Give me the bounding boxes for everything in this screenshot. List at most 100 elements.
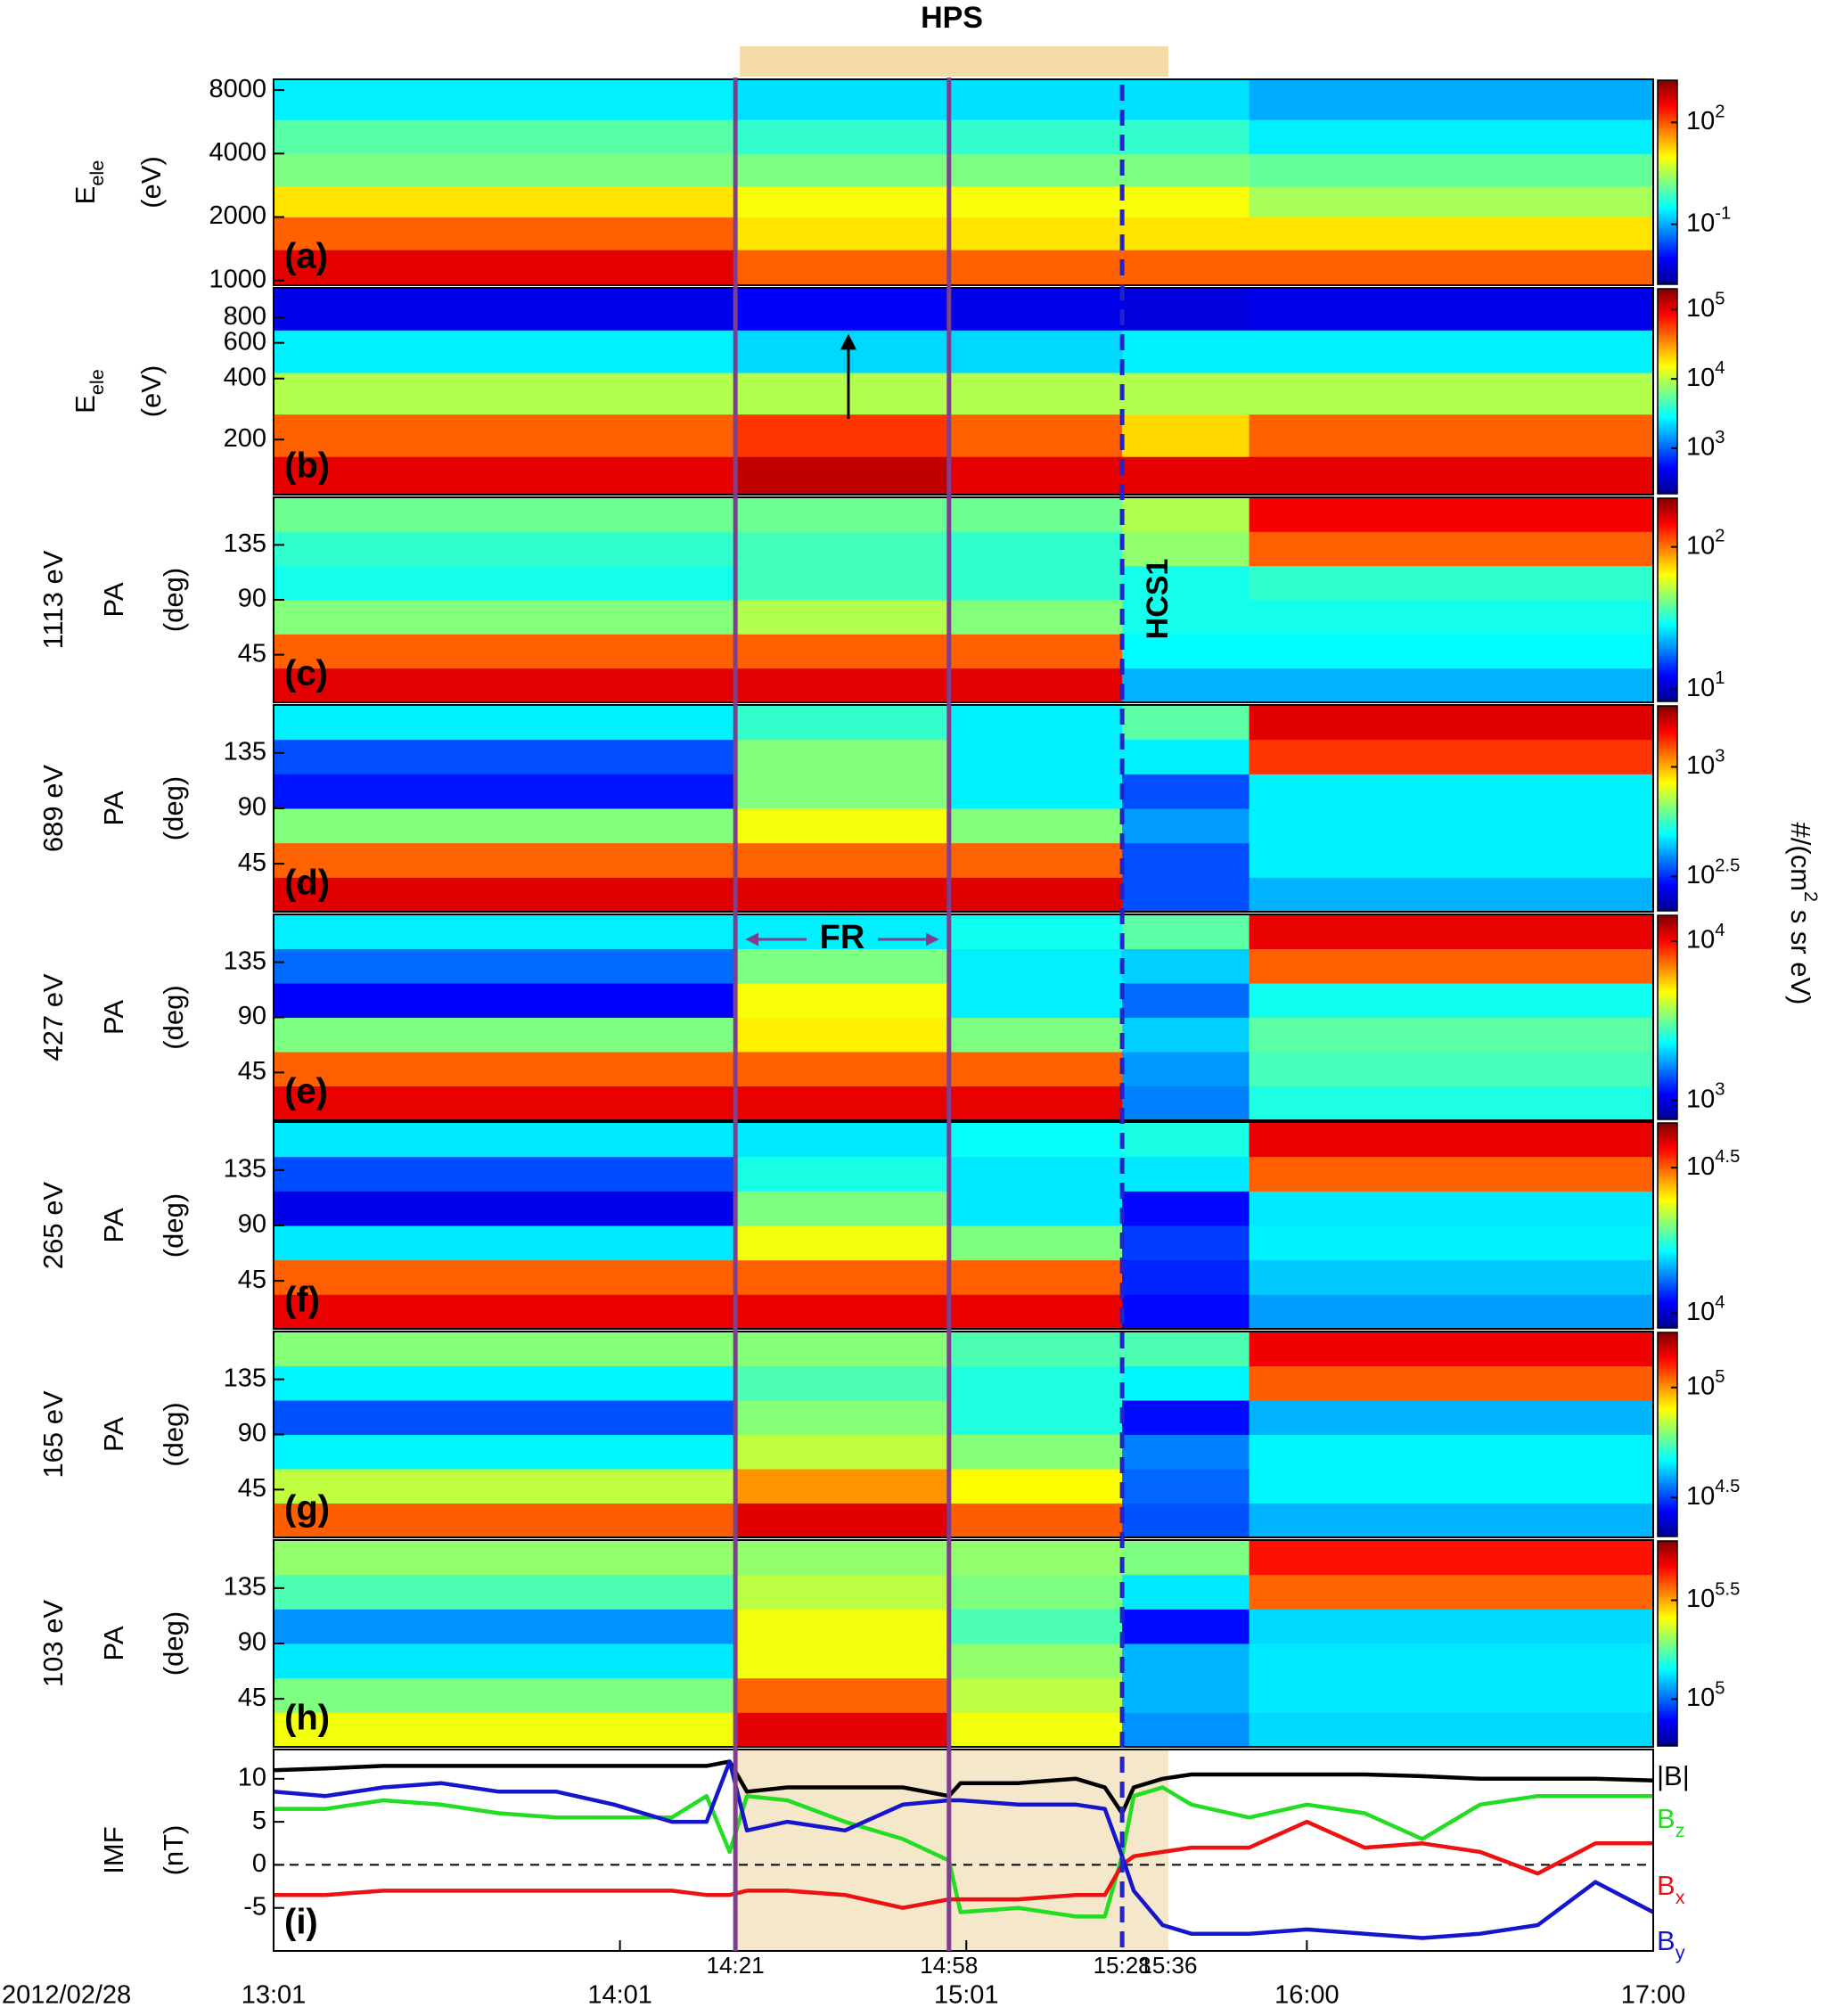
heat-cell <box>1122 1712 1250 1748</box>
heat-cell <box>1122 1017 1250 1053</box>
heat-cell <box>274 1434 736 1470</box>
heat-cell <box>948 414 1123 457</box>
heat-cell <box>948 565 1123 601</box>
heat-cell <box>948 1052 1123 1086</box>
y-tick-label: 1000 <box>209 265 266 293</box>
y-axis-label: PA <box>98 1208 129 1242</box>
heat-cell <box>1249 634 1654 669</box>
energy-label: 1113 eV <box>37 550 69 649</box>
heat-cell <box>274 1400 736 1435</box>
y-tick-label: -5 <box>243 1892 266 1921</box>
heat-cell <box>1249 1609 1654 1644</box>
panel-label: (g) <box>284 1489 330 1528</box>
heat-cell <box>1122 1503 1250 1538</box>
heat-cell <box>735 1294 950 1330</box>
energy-label: 689 eV <box>37 765 69 853</box>
panel-label: (h) <box>284 1699 330 1738</box>
heat-cell <box>1249 79 1654 120</box>
colorbar-tick-label: 104.5 <box>1686 1478 1740 1511</box>
y-axis-label: PA <box>98 1000 129 1035</box>
panel-label: (d) <box>284 864 330 903</box>
heat-cell <box>948 1434 1123 1470</box>
heat-cell <box>948 497 1123 532</box>
heat-cell <box>735 288 950 331</box>
energy-label: 165 eV <box>37 1390 69 1479</box>
y-tick-label: 45 <box>238 639 266 668</box>
heat-cell <box>1249 705 1654 741</box>
heat-cell <box>1249 250 1654 286</box>
heat-cell <box>735 842 950 878</box>
legend-entry: By <box>1657 1925 1685 1963</box>
heat-cell <box>274 330 736 373</box>
heat-cell <box>1249 414 1654 457</box>
heat-cell <box>274 1469 736 1504</box>
heat-cell <box>274 119 736 154</box>
heat-cell <box>948 1332 1123 1366</box>
colorbar-tick-label: 105 <box>1686 1679 1725 1712</box>
heat-cell <box>1249 531 1654 567</box>
heat-cell <box>1122 1259 1250 1295</box>
heat-cell <box>948 1156 1123 1192</box>
y-axis-label-main: PA <box>98 791 129 825</box>
heat-cell <box>1249 774 1654 809</box>
heat-cell <box>948 1365 1123 1401</box>
y-axis-unit: (deg) <box>158 985 189 1049</box>
y-axis-label: Eele <box>70 369 108 414</box>
heat-cell <box>1249 1191 1654 1226</box>
y-axis-unit: (eV) <box>135 365 167 418</box>
heat-cell <box>948 948 1123 984</box>
heat-cell <box>1249 1503 1654 1538</box>
y-axis-label: PA <box>98 791 129 825</box>
heat-cell <box>1249 1122 1654 1158</box>
heat-cell <box>735 1540 950 1576</box>
heat-cell <box>1122 842 1250 878</box>
heat-cell <box>1122 217 1250 250</box>
heat-cell <box>1122 1677 1250 1713</box>
heat-cell <box>1249 456 1654 496</box>
y-tick-label: 10 <box>238 1763 266 1791</box>
heat-cell <box>1122 705 1250 741</box>
heat-cell <box>1249 497 1654 532</box>
heat-cell <box>274 288 736 331</box>
heat-cell <box>735 1086 950 1121</box>
heat-cell <box>1249 948 1654 984</box>
heat-cell <box>948 914 1123 949</box>
colorbar <box>1657 79 1678 285</box>
heat-cell <box>735 1503 950 1538</box>
y-tick-label: 90 <box>238 1628 266 1657</box>
y-axis-label: IMF <box>98 1826 129 1873</box>
heat-cell <box>1249 1574 1654 1610</box>
y-axis-label: PA <box>98 1417 129 1452</box>
heat-cell <box>735 1156 950 1192</box>
heat-cell <box>948 250 1123 286</box>
heat-cell <box>948 288 1123 331</box>
heat-cell <box>1249 1434 1654 1470</box>
heat-cell <box>1249 1086 1654 1121</box>
heat-cell <box>948 1609 1123 1644</box>
heat-cell <box>948 330 1123 373</box>
legend-entry: Bx <box>1657 1870 1685 1908</box>
y-axis-unit: (deg) <box>158 1193 189 1258</box>
heat-cell <box>1249 668 1654 703</box>
heat-cell <box>735 1574 950 1610</box>
heat-cell <box>1122 1540 1250 1576</box>
heat-cell <box>1122 1434 1250 1470</box>
y-axis-unit: (eV) <box>135 156 167 209</box>
y-tick-label: 45 <box>238 1474 266 1503</box>
heat-cell <box>1249 1365 1654 1401</box>
colorbar-tick-label: 102.5 <box>1686 856 1740 889</box>
heat-cell <box>274 1574 736 1610</box>
event-label: 15:36 <box>1139 1952 1197 1979</box>
heat-cell <box>735 1332 950 1366</box>
heat-cell <box>1122 497 1250 532</box>
heat-cell <box>735 1191 950 1226</box>
hps-label: HPS <box>921 1 983 35</box>
heat-cell <box>1122 1052 1250 1086</box>
panel-label: (a) <box>284 237 328 276</box>
heat-cell <box>948 808 1123 844</box>
x-tick-label: 15:01 <box>934 1981 999 2010</box>
heat-cell <box>948 774 1123 809</box>
legend-sub: y <box>1675 1941 1685 1963</box>
